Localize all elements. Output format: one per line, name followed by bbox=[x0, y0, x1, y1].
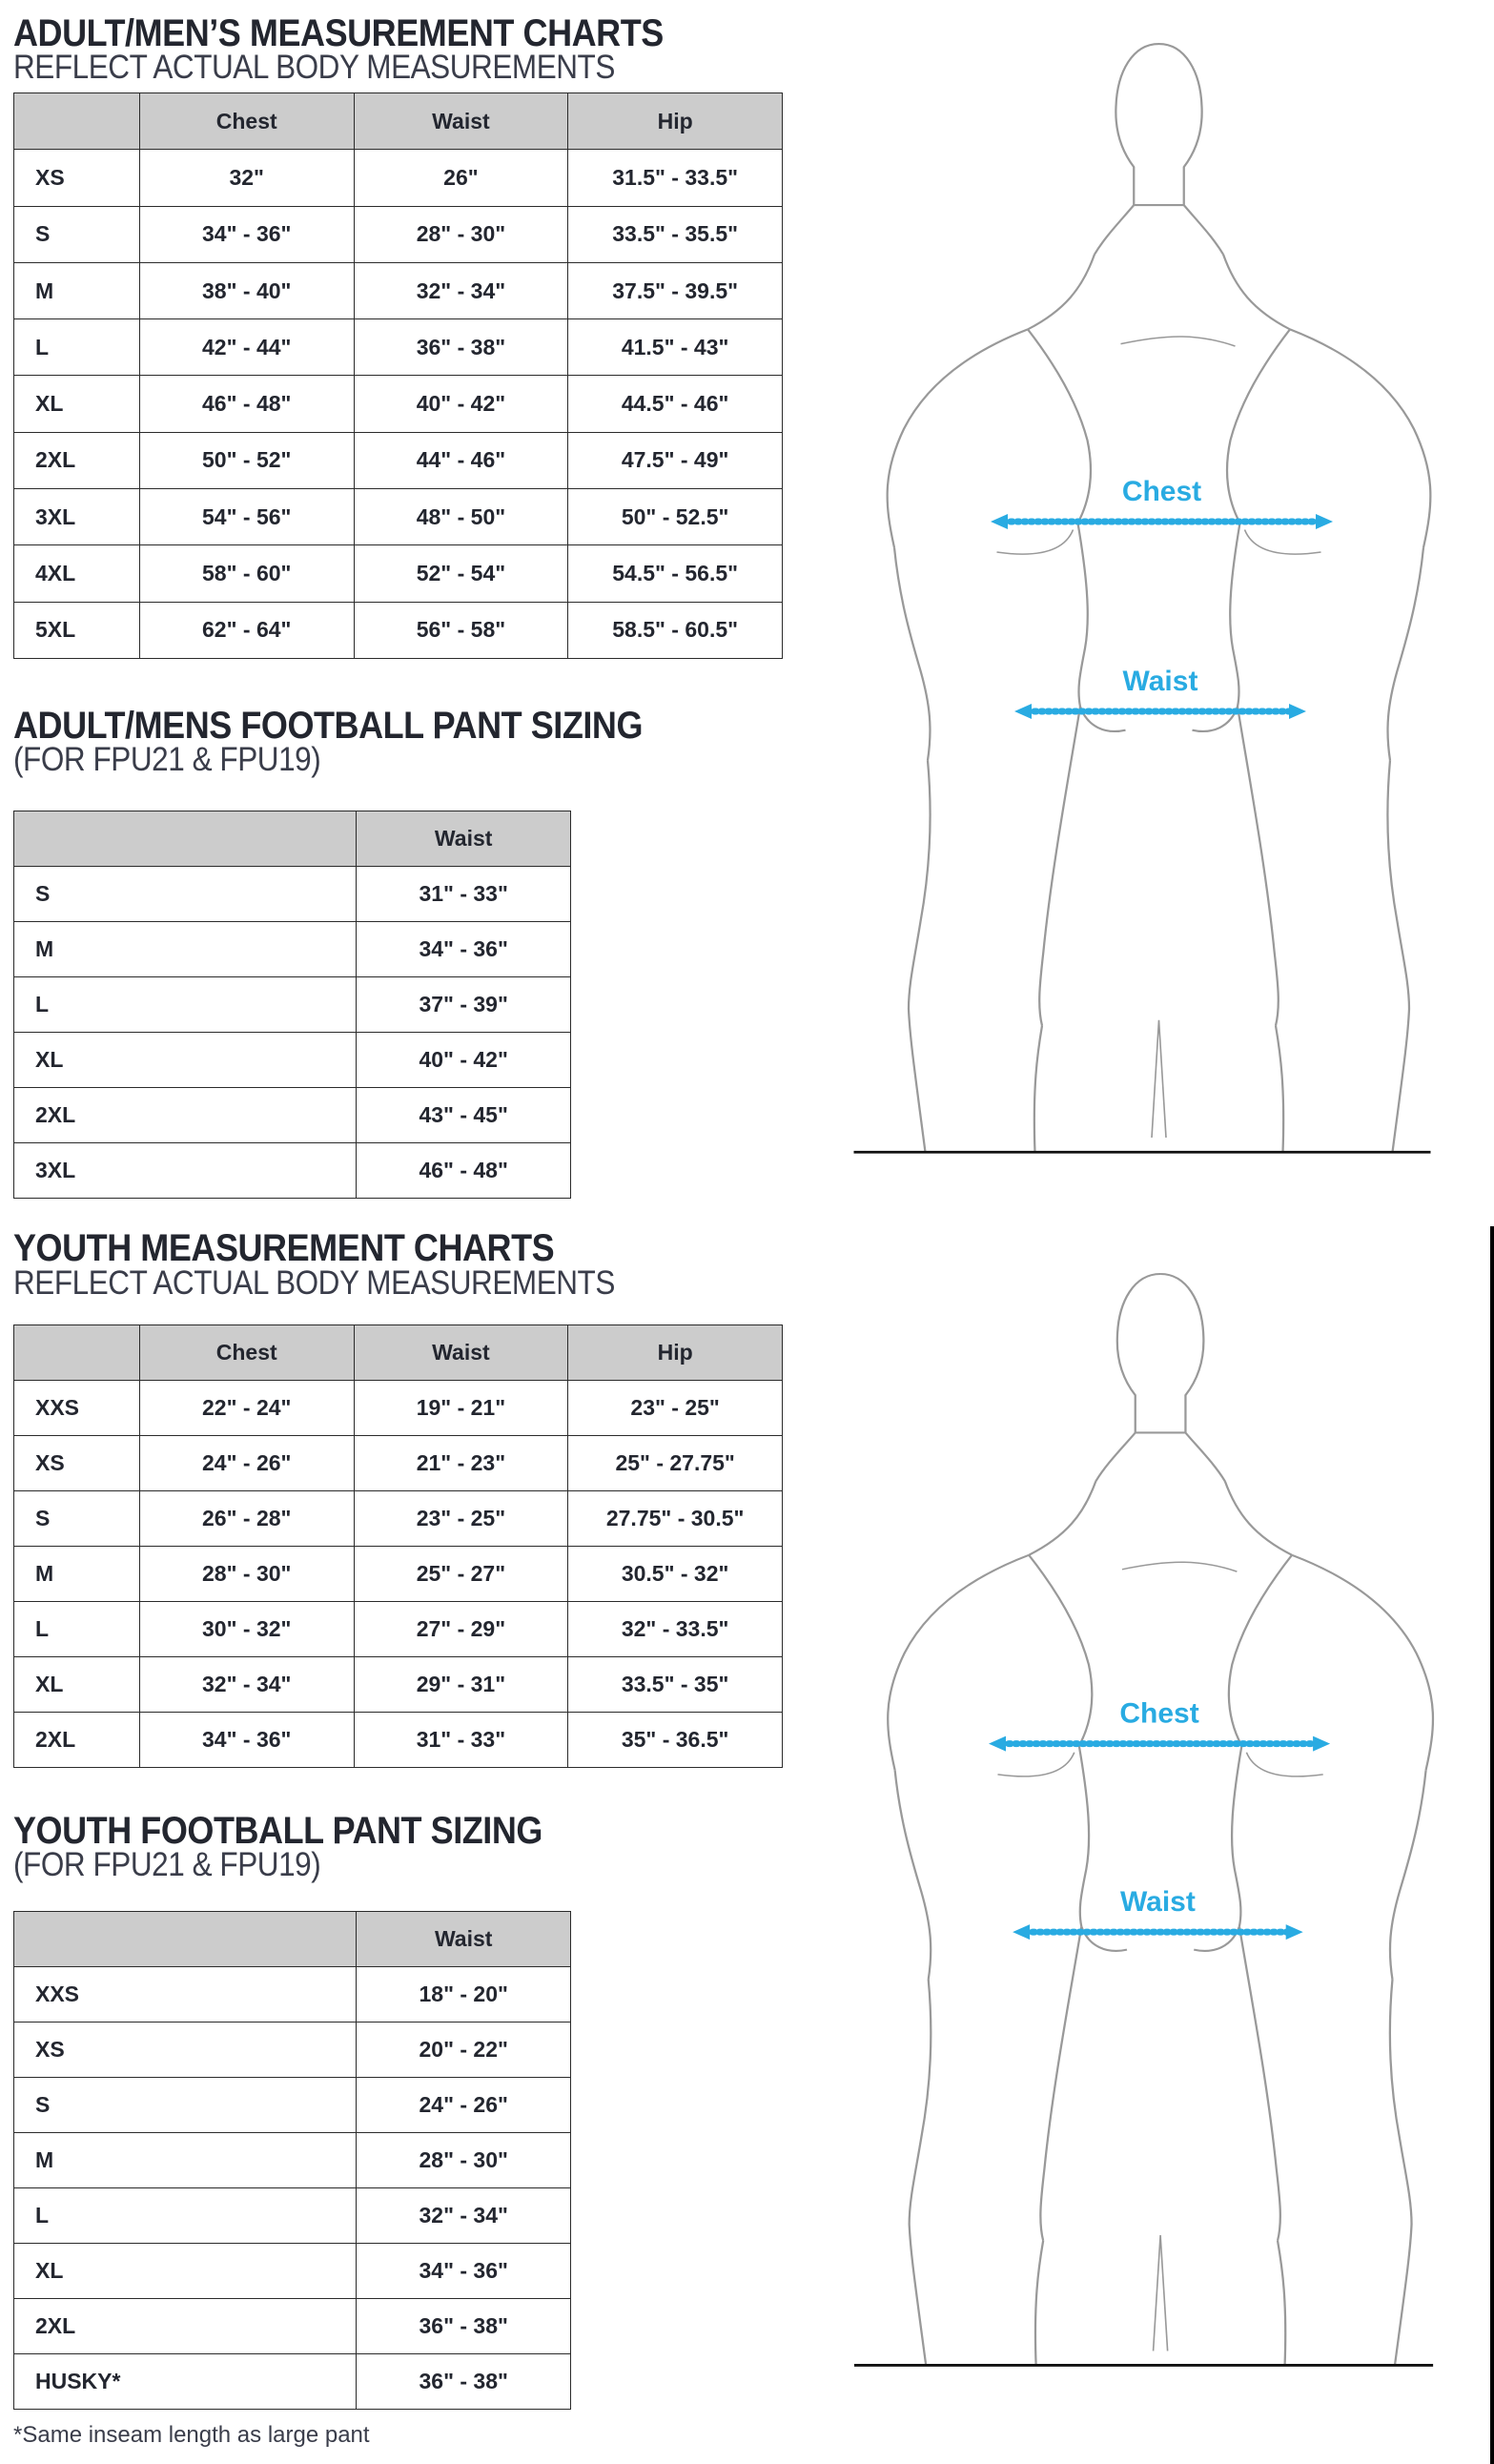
svg-text:Chest: Chest bbox=[1122, 476, 1201, 507]
svg-text:Waist: Waist bbox=[1120, 1886, 1196, 1918]
svg-text:Waist: Waist bbox=[1123, 666, 1198, 697]
svg-text:Chest: Chest bbox=[1119, 1698, 1198, 1730]
